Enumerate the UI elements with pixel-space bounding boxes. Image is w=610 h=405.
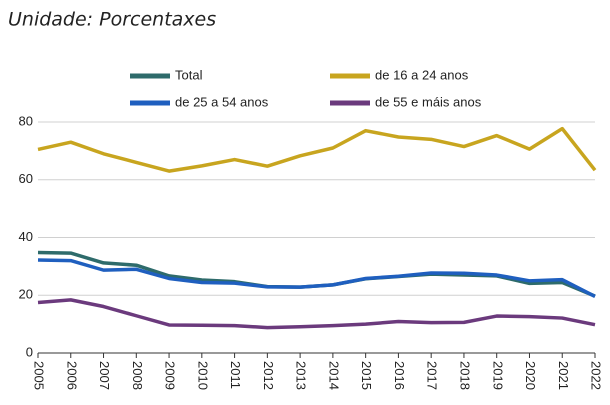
x-tick-label: 2019 (490, 361, 505, 390)
series-line (37, 258, 596, 298)
x-tick-label: 2020 (523, 361, 538, 390)
x-tick-label: 2022 (589, 361, 604, 390)
legend-label: de 55 e máis anos (375, 94, 482, 109)
x-tick-label: 2006 (64, 361, 79, 390)
x-tick-label: 2015 (359, 361, 374, 390)
y-tick-label: 60 (19, 171, 33, 186)
x-tick-label: 2011 (228, 361, 243, 389)
x-tick-label: 2014 (326, 361, 341, 390)
y-tick-label: 40 (19, 229, 33, 244)
x-tick-label: 2021 (556, 361, 571, 390)
y-tick-label: 0 (26, 344, 33, 359)
x-tick-label: 2017 (425, 361, 440, 390)
x-tick-label: 2009 (163, 361, 178, 390)
x-tick-label: 2007 (97, 361, 112, 390)
series-line (37, 126, 597, 173)
x-tick-label: 2008 (130, 361, 145, 390)
x-tick-label: 2010 (195, 361, 210, 390)
chart-title: Unidade: Porcentaxes (8, 9, 216, 31)
x-tick-label: 2018 (458, 361, 473, 390)
legend-label: Total (175, 67, 203, 82)
x-tick-label: 2016 (392, 361, 407, 390)
x-tick-label: 2005 (32, 361, 47, 390)
x-tick-label: 2013 (294, 361, 309, 390)
legend-label: de 16 a 24 anos (375, 67, 469, 82)
y-tick-label: 20 (19, 287, 33, 302)
series-line (37, 250, 596, 298)
x-tick-label: 2012 (261, 361, 276, 390)
series-line (37, 298, 596, 330)
legend-label: de 25 a 54 anos (175, 94, 269, 109)
y-tick-label: 80 (19, 113, 33, 128)
